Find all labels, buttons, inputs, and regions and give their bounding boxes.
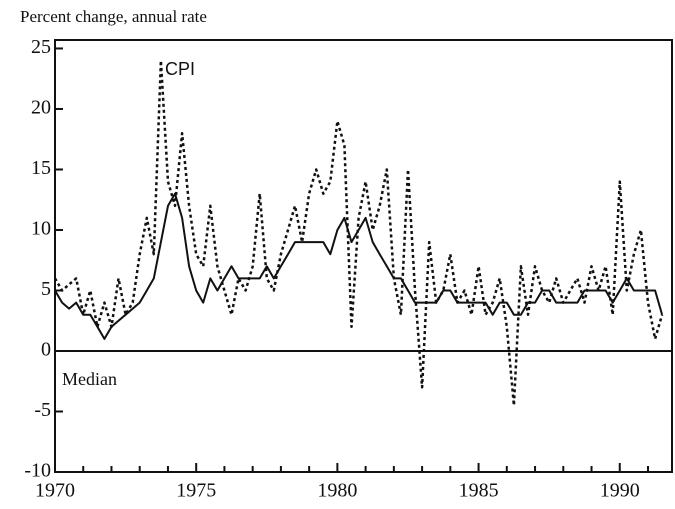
annotation: Median: [62, 369, 117, 389]
x-tick-label: 1985: [459, 480, 499, 502]
y-tick-label: 15: [31, 157, 51, 179]
y-tick-label: -10: [24, 460, 51, 482]
y-axis-label: Percent change, annual rate: [20, 7, 207, 26]
y-tick-label: -5: [34, 399, 51, 421]
x-tick-label: 1970: [35, 480, 75, 502]
x-tick-label: 1980: [317, 480, 357, 502]
series-line: [54, 192, 664, 340]
x-tick-label: 1990: [600, 480, 640, 502]
x-tick-label: 1975: [176, 480, 216, 502]
y-tick-label: 0: [41, 339, 51, 361]
series-line: [53, 59, 664, 407]
y-tick-label: 10: [31, 218, 51, 240]
annotation: CPI: [165, 59, 195, 79]
y-tick-label: 25: [31, 36, 51, 58]
plot-frame: [54, 39, 673, 473]
y-tick-label: 5: [41, 278, 51, 300]
y-tick-label: 20: [31, 97, 51, 119]
